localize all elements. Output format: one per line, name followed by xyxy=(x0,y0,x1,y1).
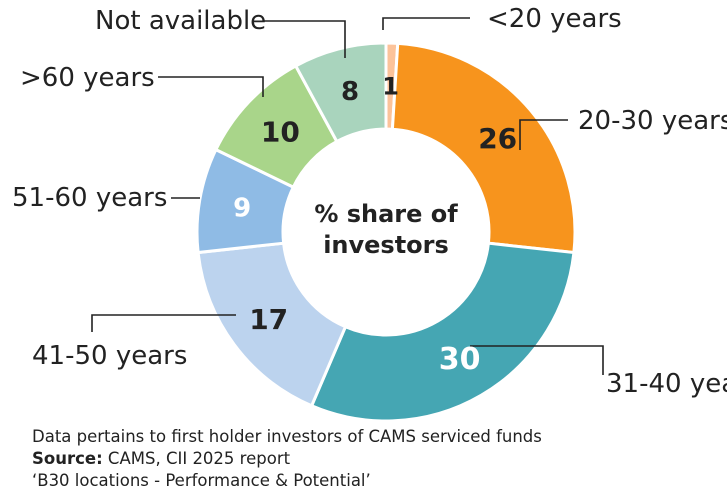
slice-31-40-years xyxy=(309,241,576,423)
center-title-line-1: % share of xyxy=(314,200,458,228)
leader-line-60-years xyxy=(158,76,264,97)
footnote: Data pertains to first holder investors … xyxy=(32,426,722,492)
leader-line-31-40-years xyxy=(470,345,604,375)
footnote-source: Source: CAMS, CII 2025 report xyxy=(32,448,722,470)
category-label-20-30-years: 20-30 years xyxy=(578,106,727,136)
value-labels: 1 26 30 17 9 10 8 xyxy=(233,73,517,377)
category-label-41-50-years: 41-50 years xyxy=(32,341,187,371)
source-label: Source: xyxy=(32,449,103,468)
leader-line-20-30-years xyxy=(519,119,568,150)
value-label-60-years: 10 xyxy=(261,115,300,148)
value-label-31-40-years: 30 xyxy=(439,342,481,377)
footnote-note: Data pertains to first holder investors … xyxy=(32,427,542,446)
category-label-51-60-years: 51-60 years xyxy=(12,183,167,213)
donut-chart: 1 26 30 17 9 10 8 <20 years 20-30 years 31-40 ye… xyxy=(12,4,727,423)
value-label-not-available: 8 xyxy=(341,77,359,107)
leader-line-not-available xyxy=(263,20,346,58)
leader-line-41-50-years xyxy=(91,314,236,332)
value-label-41-50-years: 17 xyxy=(249,303,288,336)
footnote-report: ‘B30 locations - Performance & Potential… xyxy=(32,471,371,490)
value-label-51-60-years: 9 xyxy=(233,194,251,224)
leader-line-20-years xyxy=(382,17,470,30)
source-text: CAMS, CII 2025 report xyxy=(102,449,291,468)
slice-not-available xyxy=(293,41,388,144)
donut-slices xyxy=(195,41,577,423)
category-label-60-years: >60 years xyxy=(20,63,155,93)
callout-leaders xyxy=(91,17,604,375)
category-labels: <20 years 20-30 years 31-40 years 41-50 yea… xyxy=(12,4,727,399)
value-label-20-30-years: 26 xyxy=(478,122,517,155)
slice-20-30-years xyxy=(390,41,577,255)
category-label-31-40-years: 31-40 years xyxy=(606,369,727,399)
center-title: % share of investors xyxy=(314,200,458,259)
slice-41-50-years xyxy=(196,241,348,408)
center-title-line-2: investors xyxy=(323,231,449,259)
category-label-not-available: Not available xyxy=(95,6,266,36)
value-label-20-years: 1 xyxy=(382,73,399,101)
category-label-20-years: <20 years xyxy=(487,4,622,34)
